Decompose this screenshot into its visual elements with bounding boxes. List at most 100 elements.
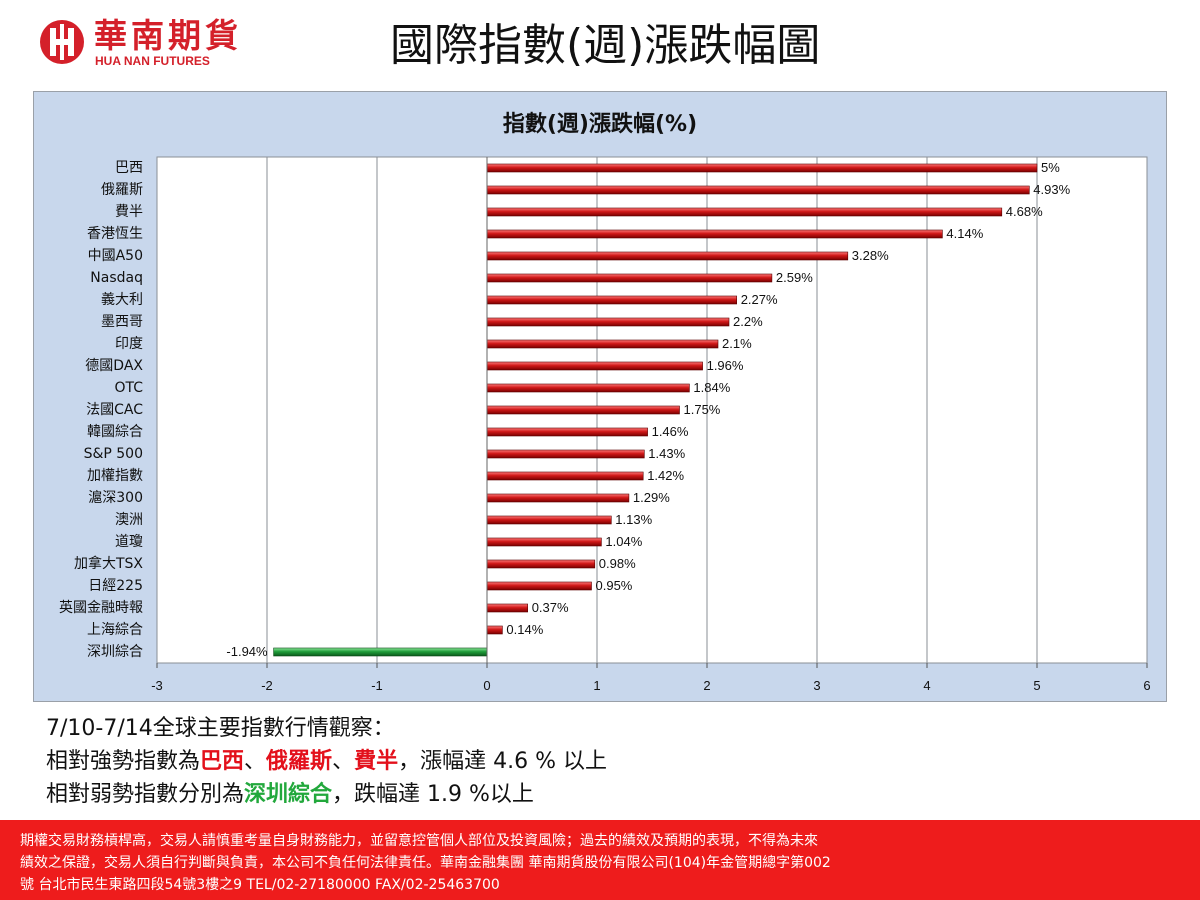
bar — [486, 273, 773, 283]
value-label: 3.28% — [851, 248, 889, 263]
bar — [486, 163, 1038, 173]
category-label: 英國金融時報 — [59, 600, 143, 616]
category-label: 深圳綜合 — [87, 644, 143, 660]
category-label: 道瓊 — [115, 534, 143, 550]
category-label: 墨西哥 — [101, 314, 143, 330]
chart-title: 指數(週)漲跌幅(%) — [502, 112, 698, 137]
x-tick-label: -1 — [371, 678, 383, 693]
strong-item-3: 費半 — [354, 749, 399, 774]
bar — [486, 185, 1030, 195]
logo-name-zh: 華南期貨 — [94, 16, 242, 55]
strong-item-2: 俄羅斯 — [266, 749, 333, 774]
category-label: 日經225 — [88, 578, 143, 594]
strong-sep-1: 、 — [244, 749, 267, 774]
value-label: 4.68% — [1005, 204, 1043, 219]
value-label: 1.96% — [706, 358, 744, 373]
bar — [273, 647, 488, 657]
category-label: S&P 500 — [83, 446, 143, 462]
bar — [486, 383, 690, 393]
category-label: 香港恆生 — [87, 226, 143, 242]
bar — [486, 537, 602, 547]
category-label: 俄羅斯 — [101, 182, 143, 198]
x-tick-label: 6 — [1143, 678, 1151, 693]
value-label: 2.59% — [775, 270, 813, 285]
bar — [486, 405, 680, 415]
strong-item-1: 巴西 — [200, 749, 245, 774]
weak-suffix: ，跌幅達 1.9 %以上 — [332, 782, 534, 807]
category-label: OTC — [114, 380, 143, 396]
value-label: 1.13% — [615, 512, 653, 527]
category-label: 德國DAX — [85, 358, 143, 374]
bar — [486, 515, 612, 525]
logo-name-en: HUA NAN FUTURES — [95, 54, 210, 68]
x-tick-label: 2 — [703, 678, 711, 693]
bar — [486, 625, 503, 635]
value-label: 4.93% — [1033, 182, 1071, 197]
category-label: 滬深300 — [88, 490, 143, 506]
category-label: 澳洲 — [115, 512, 143, 528]
value-label: 1.75% — [683, 402, 721, 417]
x-tick-label: -3 — [151, 678, 163, 693]
bar — [486, 361, 703, 371]
bar — [486, 427, 648, 437]
category-label: 中國A50 — [87, 248, 143, 264]
disclaimer-line-3: 號 台北市民生東路四段54號3樓之9 TEL/02-27180000 FAX/0… — [20, 877, 500, 893]
category-label: 加權指數 — [87, 468, 143, 484]
value-label: 4.14% — [946, 226, 984, 241]
bar — [486, 559, 596, 569]
x-tick-label: 4 — [923, 678, 931, 693]
x-tick-label: 0 — [483, 678, 491, 693]
value-label: 0.98% — [598, 556, 636, 571]
bar — [486, 317, 730, 327]
bar — [486, 603, 529, 613]
disclaimer-line-2: 績效之保證，交易人須自行判斷與負責，本公司不負任何法律責任。華南金融集團 華南期… — [20, 855, 831, 871]
company-logo: 華南期貨 HUA NAN FUTURES — [38, 16, 268, 72]
category-label: 韓國綜合 — [87, 424, 143, 440]
x-tick-label: 1 — [593, 678, 601, 693]
value-label: 0.14% — [506, 622, 544, 637]
x-tick-label: 5 — [1033, 678, 1041, 693]
bar — [486, 229, 943, 239]
category-label: 加拿大TSX — [73, 556, 143, 572]
bar — [486, 581, 592, 591]
x-tick-label: -2 — [261, 678, 273, 693]
value-label: 1.43% — [648, 446, 686, 461]
page-title: 國際指數(週)漲跌幅圖 — [390, 20, 821, 71]
market-notes: 7/10-7/14全球主要指數行情觀察： 相對強勢指數為巴西、俄羅斯、費半，漲幅… — [46, 712, 607, 811]
bar — [486, 449, 645, 459]
category-label: Nasdaq — [90, 270, 143, 286]
weak-item-1: 深圳綜合 — [244, 782, 333, 807]
notes-line-2: 相對強勢指數為巴西、俄羅斯、費半，漲幅達 4.6 % 以上 — [46, 745, 607, 778]
disclaimer-line-1: 期權交易財務槓桿高，交易人請慎重考量自身財務能力，並留意控管個人部位及投資風險；… — [20, 833, 818, 849]
risk-disclaimer: 期權交易財務槓桿高，交易人請慎重考量自身財務能力，並留意控管個人部位及投資風險；… — [0, 820, 1200, 900]
bar — [486, 493, 630, 503]
strong-suffix: ，漲幅達 4.6 % 以上 — [398, 749, 607, 774]
x-tick-label: 3 — [813, 678, 821, 693]
value-label: 1.46% — [651, 424, 689, 439]
bar — [486, 295, 737, 305]
category-label: 義大利 — [101, 292, 143, 308]
bar — [486, 339, 719, 349]
value-label: 2.2% — [733, 314, 763, 329]
value-label: 1.04% — [605, 534, 643, 549]
category-label: 上海綜合 — [87, 622, 143, 638]
category-label: 印度 — [115, 336, 143, 352]
value-label: 1.84% — [693, 380, 731, 395]
value-label: 1.42% — [647, 468, 685, 483]
value-label: 5% — [1041, 160, 1060, 175]
notes-line-1: 7/10-7/14全球主要指數行情觀察： — [46, 716, 395, 741]
value-label: 2.27% — [740, 292, 778, 307]
category-label: 法國CAC — [86, 402, 143, 418]
bar — [486, 207, 1003, 217]
bar — [486, 471, 644, 481]
weak-prefix: 相對弱勢指數分別為 — [46, 782, 245, 807]
value-label: -1.94% — [226, 644, 268, 659]
value-label: 2.1% — [722, 336, 752, 351]
value-label: 0.95% — [595, 578, 633, 593]
bar — [486, 251, 849, 261]
strong-sep-2: 、 — [332, 749, 355, 774]
value-label: 0.37% — [531, 600, 569, 615]
strong-prefix: 相對強勢指數為 — [46, 749, 201, 774]
category-label: 巴西 — [115, 160, 143, 176]
